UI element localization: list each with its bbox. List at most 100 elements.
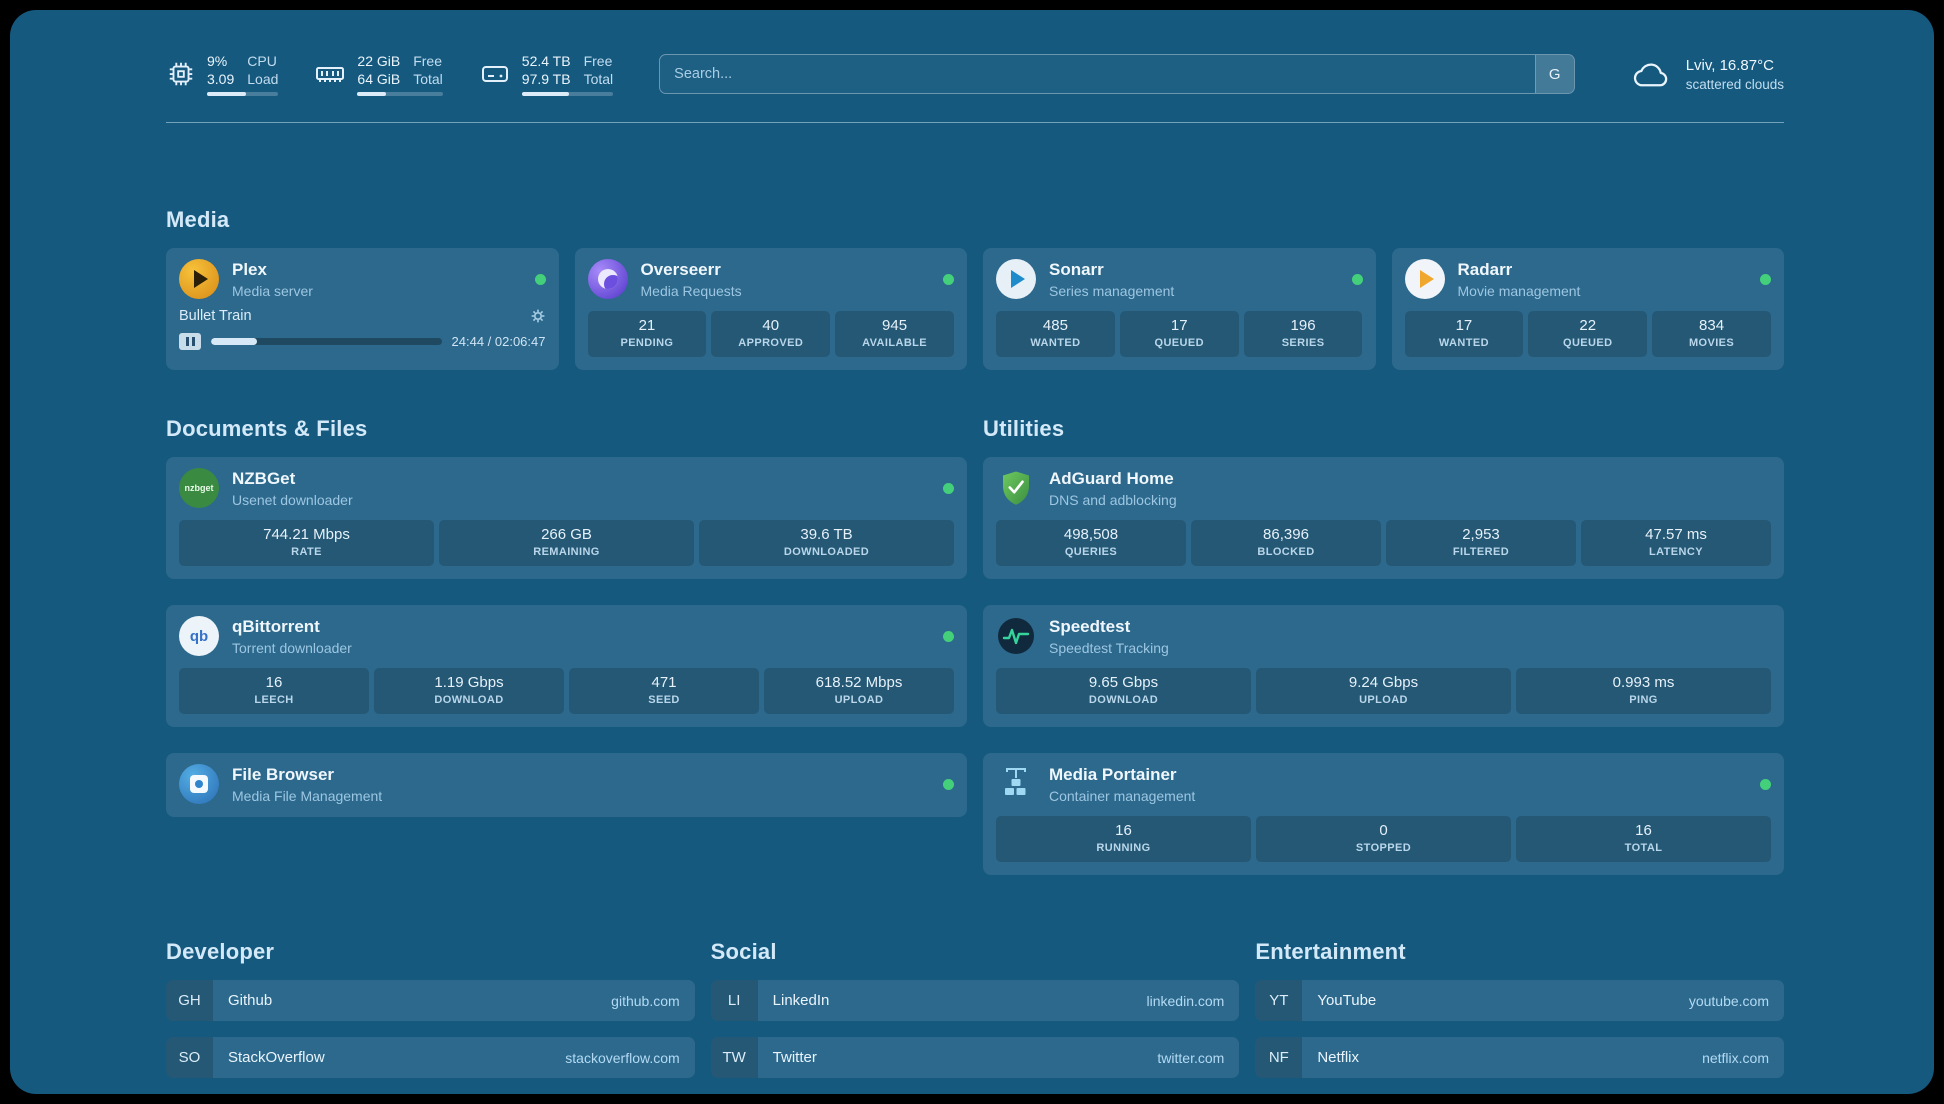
resource-cpu: 9% 3.09 CPU Load: [166, 52, 279, 97]
section-title-media: Media: [166, 207, 230, 233]
service-card-sonarr[interactable]: Sonarr Series management 485 WANTED 17 Q…: [983, 248, 1376, 371]
bookmark-abbr: LI: [710, 980, 758, 1022]
disk-free: 52.4 TB: [521, 53, 571, 69]
service-name: Sonarr: [1049, 260, 1104, 280]
cpu-progress-fill: [207, 92, 247, 97]
bookmark-name: LinkedIn: [772, 992, 830, 1010]
service-card-plex[interactable]: Plex Media server Bullet Train: [166, 248, 559, 371]
total-label: Total: [583, 71, 614, 88]
section-title-developer: Developer: [166, 939, 275, 965]
bookmark-linkedin[interactable]: LI LinkedIn linkedin.com: [710, 980, 1240, 1022]
memory-icon: [316, 67, 345, 83]
section-utilities: Utilities: [983, 416, 1784, 876]
resource-memory: 22 GiB 64 GiB Free Total: [314, 52, 443, 97]
bookmark-netflix[interactable]: NF Netflix netflix.com: [1255, 1037, 1784, 1079]
cpu-load: 3.09: [207, 71, 235, 88]
stat-queued: 17 QUEUED: [1119, 311, 1239, 358]
radarr-icon: [1404, 259, 1445, 300]
service-card-radarr[interactable]: Radarr Movie management 17 WANTED 22 QUE…: [1391, 248, 1784, 371]
gear-icon[interactable]: [530, 308, 546, 324]
bookmark-youtube[interactable]: YT YouTube youtube.com: [1255, 980, 1784, 1022]
service-description: Container management: [1049, 787, 1196, 804]
status-dot: [943, 482, 954, 494]
bookmark-domain: stackoverflow.com: [565, 1049, 680, 1066]
free-label: Free: [583, 53, 613, 69]
bookmark-domain: twitter.com: [1157, 1049, 1225, 1066]
disk-progress-fill: [521, 92, 570, 97]
service-card-overseerr[interactable]: Overseerr Media Requests 21 PENDING 40 A…: [574, 248, 967, 371]
service-name: Speedtest: [1049, 617, 1131, 637]
section-title-social: Social: [710, 939, 777, 965]
service-card-qbittorrent[interactable]: qb qBittorrent Torrent downloader 16 LEE…: [166, 605, 967, 728]
speedtest-icon: [996, 616, 1036, 656]
adguard-icon: [996, 468, 1036, 508]
bookmark-group-entertainment: Entertainment YT YouTube youtube.com NF …: [1255, 939, 1784, 1094]
plex-icon: [179, 259, 219, 300]
bookmark-name: Twitter: [772, 1049, 817, 1067]
overseerr-icon: [587, 259, 628, 300]
stat-movies: 834 MOVIES: [1652, 311, 1771, 358]
section-documents: Documents & Files nzbget NZBGet Usenet d…: [166, 416, 967, 818]
weather-widget: Lviv, 16.87°C scattered clouds: [1631, 56, 1784, 92]
now-playing-title: Bullet Train: [179, 308, 252, 325]
plex-now-playing: Bullet Train 24:44 / 02:06:47: [179, 308, 546, 351]
cpu-label: CPU: [247, 53, 277, 69]
service-name: Radarr: [1457, 260, 1513, 280]
resource-widgets: 9% 3.09 CPU Load: [166, 52, 614, 97]
qbittorrent-icon: qb: [179, 616, 219, 657]
service-name: qBittorrent: [232, 617, 320, 637]
stat-latency: 47.57 ms LATENCY: [1581, 520, 1771, 567]
disk-progress-track: [521, 92, 614, 97]
service-name: Media Portainer: [1049, 765, 1177, 785]
stat-stopped: 0 STOPPED: [1256, 816, 1511, 863]
cpu-progress-track: [207, 92, 279, 97]
bookmark-twitter[interactable]: TW Twitter twitter.com: [710, 1037, 1240, 1079]
service-description: DNS and adblocking: [1049, 491, 1177, 508]
stat-series: 196 SERIES: [1243, 311, 1363, 358]
seek-bar[interactable]: [211, 338, 442, 346]
status-dot: [1760, 273, 1771, 285]
service-description: Torrent downloader: [232, 639, 352, 656]
pause-button[interactable]: [179, 333, 201, 351]
stat-pending: 21 PENDING: [587, 311, 707, 358]
bookmark-github[interactable]: GH Github github.com: [166, 980, 695, 1022]
stat-seed: 471 SEED: [569, 668, 759, 715]
search-input[interactable]: [660, 55, 1535, 94]
status-dot: [1351, 273, 1363, 285]
filebrowser-icon: [179, 764, 219, 805]
service-card-adguard[interactable]: AdGuard Home DNS and adblocking 498,508 …: [983, 457, 1784, 580]
search-provider-button[interactable]: G: [1534, 55, 1574, 94]
bookmark-abbr: NF: [1255, 1037, 1303, 1079]
service-name: File Browser: [232, 765, 335, 785]
bookmark-name: Github: [228, 992, 273, 1010]
service-card-speedtest[interactable]: Speedtest Speedtest Tracking 9.65 Gbps D…: [983, 605, 1784, 728]
status-dot: [1760, 778, 1771, 790]
service-card-portainer[interactable]: Media Portainer Container management 16 …: [983, 753, 1784, 876]
bookmark-domain: youtube.com: [1688, 992, 1769, 1009]
stat-download: 9.65 Gbps DOWNLOAD: [996, 668, 1251, 715]
status-dot: [943, 630, 954, 642]
stat-queries: 498,508 QUERIES: [996, 520, 1186, 567]
load-label: Load: [247, 71, 279, 88]
top-bar: 9% 3.09 CPU Load: [166, 52, 1784, 124]
service-description: Speedtest Tracking: [1049, 639, 1169, 656]
service-card-nzbget[interactable]: nzbget NZBGet Usenet downloader 744.21 M…: [166, 457, 967, 580]
bookmark-name: YouTube: [1317, 992, 1377, 1010]
service-card-filebrowser[interactable]: File Browser Media File Management: [166, 753, 967, 818]
bookmark-stackoverflow[interactable]: SO StackOverflow stackoverflow.com: [166, 1037, 695, 1079]
stat-wanted: 485 WANTED: [996, 311, 1115, 358]
cloud-icon: [1633, 63, 1667, 87]
bookmark-abbr: SO: [166, 1037, 213, 1079]
cpu-usage: 9%: [207, 53, 228, 69]
bookmark-domain: linkedin.com: [1146, 992, 1225, 1009]
stat-total: 16 TOTAL: [1516, 816, 1771, 863]
bookmark-group-social: Social LI LinkedIn linkedin.com TW Twitt…: [710, 939, 1240, 1094]
playback-time: 24:44 / 02:06:47: [451, 334, 546, 350]
bookmark-domain: github.com: [611, 992, 680, 1009]
section-title-entertainment: Entertainment: [1255, 939, 1406, 965]
sonarr-icon: [996, 259, 1036, 300]
service-name: Overseerr: [640, 260, 721, 280]
stat-ping: 0.993 ms PING: [1516, 668, 1771, 715]
stat-blocked: 86,396 BLOCKED: [1191, 520, 1381, 567]
section-title-utilities: Utilities: [983, 416, 1065, 442]
